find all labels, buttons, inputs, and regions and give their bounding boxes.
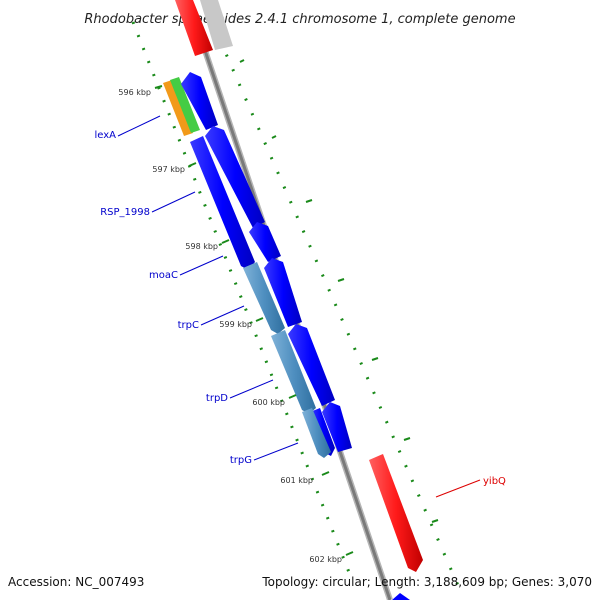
tick-600: 600 kbp	[252, 394, 297, 407]
tick-596: 596 kbp	[118, 85, 163, 97]
cds-forward-4	[264, 258, 302, 327]
label-trpC[interactable]: trpC	[178, 305, 245, 331]
outer-dot-track	[131, 21, 354, 581]
tick-label: 602 kbp	[309, 555, 342, 564]
gene-label-trpD[interactable]: trpD	[206, 393, 228, 404]
map-title: Rhodobacter sphaeroides 2.4.1 chromosome…	[84, 12, 515, 27]
top-grey-feature	[200, 0, 233, 50]
cds-forward-5	[288, 324, 335, 406]
cds-forward-3	[249, 222, 281, 262]
tick-601: 601 kbp	[280, 471, 330, 485]
trp-operon-2	[271, 330, 316, 414]
gene-label-RSP_1998[interactable]: RSP_1998	[100, 207, 150, 218]
label-moaC[interactable]: moaC	[149, 255, 224, 281]
cds-forward-2	[205, 126, 265, 228]
gene-label-trpC[interactable]: trpC	[178, 320, 199, 331]
trp-operon-1	[243, 262, 285, 334]
label-RSP_1998[interactable]: RSP_1998	[100, 191, 196, 218]
gene-label-moaC[interactable]: moaC	[149, 270, 178, 281]
gene-label-lexA[interactable]: lexA	[94, 130, 116, 141]
cds-forward-6	[322, 402, 352, 452]
accession-text: Accession: NC_007493	[8, 575, 144, 589]
tick-label: 599 kbp	[219, 320, 252, 329]
top-red-feature	[175, 0, 213, 56]
tick-label: 597 kbp	[152, 165, 185, 174]
label-lexA[interactable]: lexA	[94, 115, 161, 141]
cds-reverse-1	[190, 136, 255, 270]
label-trpD[interactable]: trpD	[206, 379, 274, 404]
label-trpG[interactable]: trpG	[230, 442, 299, 466]
outer-ring-dashes	[239, 59, 439, 523]
bottom-blue-feature	[392, 593, 410, 600]
cds-forward-1	[181, 72, 218, 130]
trp-operon-3	[302, 408, 331, 458]
tick-label: 601 kbp	[280, 476, 313, 485]
tick-598: 598 kbp	[185, 239, 230, 251]
tick-label: 596 kbp	[118, 88, 151, 97]
topology-summary-text: Topology: circular; Length: 3,188,609 bp…	[261, 575, 592, 589]
label-yibQ[interactable]: yibQ	[435, 476, 506, 498]
tick-599: 599 kbp	[219, 317, 264, 329]
rna-orange-feature	[163, 80, 193, 136]
yibQ-feature	[369, 454, 423, 572]
inner-dot-track	[218, 39, 462, 591]
tick-602: 602 kbp	[309, 551, 354, 564]
tick-597: 597 kbp	[152, 162, 197, 174]
tick-label: 598 kbp	[185, 242, 218, 251]
gene-label-trpG[interactable]: trpG	[230, 455, 252, 466]
gene-label-yibQ[interactable]: yibQ	[483, 476, 506, 487]
tick-label: 600 kbp	[252, 398, 285, 407]
rna-green-feature	[170, 77, 200, 133]
